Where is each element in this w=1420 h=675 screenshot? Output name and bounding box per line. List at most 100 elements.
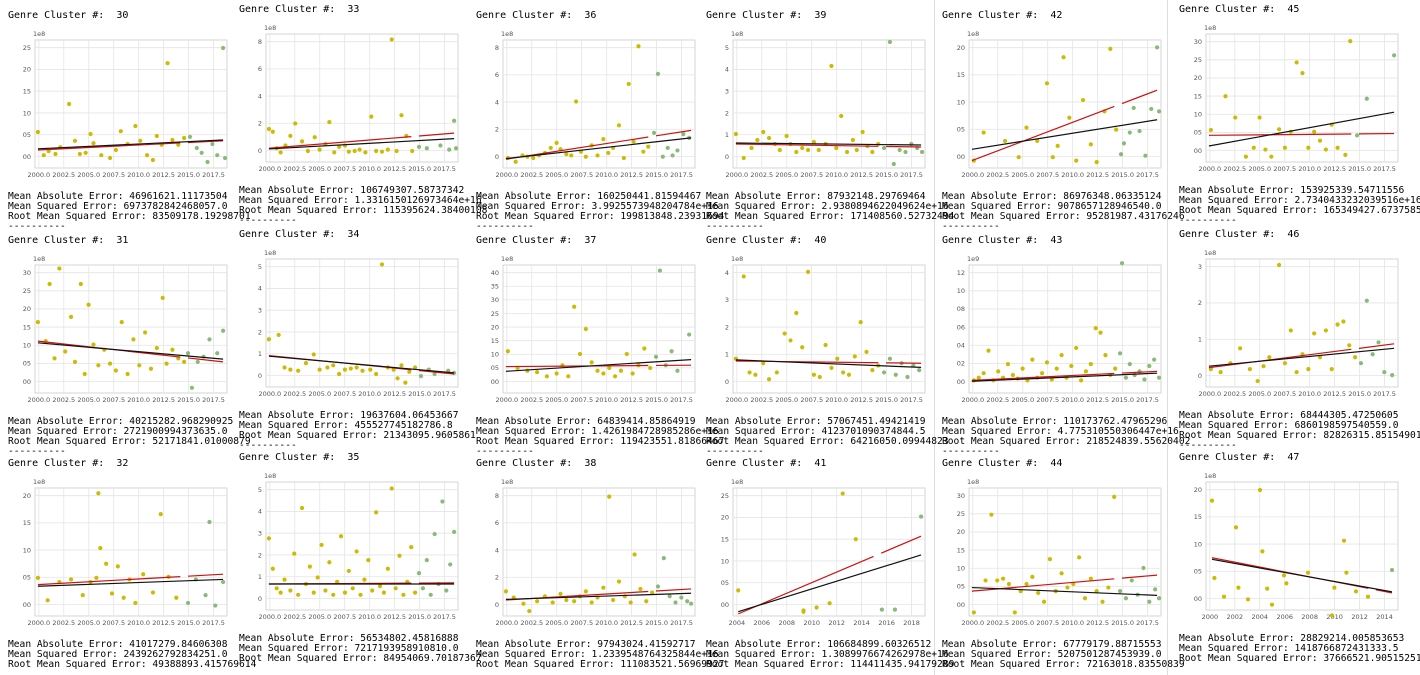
- data-point: [505, 349, 510, 354]
- data-point: [299, 139, 305, 144]
- column-separator: [934, 0, 935, 675]
- scale-label: 1e8: [1204, 24, 1216, 32]
- metrics-block: Mean Absolute Error: 28829214.005853653 M…: [1179, 634, 1420, 664]
- data-point: [1223, 94, 1228, 99]
- data-point: [78, 281, 83, 287]
- data-point: [1127, 362, 1132, 367]
- rmse-line: Root Mean Squared Error: 114411435.94179…: [706, 659, 955, 670]
- data-point: [1282, 361, 1288, 366]
- data-point: [892, 607, 898, 612]
- y-tick-label: 0: [725, 153, 729, 161]
- data-point: [1010, 372, 1015, 378]
- data-point: [113, 147, 118, 153]
- data-point: [736, 588, 741, 593]
- x-tick-label: 2005.0: [775, 396, 798, 404]
- data-point: [1347, 343, 1352, 348]
- cluster-label-prefix: Genre Cluster #:: [1179, 452, 1276, 463]
- x-tick-label: 2004: [1251, 613, 1268, 621]
- cluster-number: 34: [335, 229, 360, 240]
- data-point: [583, 589, 588, 594]
- data-point: [1255, 378, 1260, 384]
- x-tick-label: 2015.0: [1348, 390, 1371, 398]
- cluster-label: Genre Cluster #: 38: [476, 458, 596, 469]
- mae-line: Mean Absolute Error: 57067451.49421419: [706, 416, 926, 427]
- data-point: [194, 145, 199, 151]
- data-point: [96, 491, 101, 496]
- mse-line: Mean Squared Error: 455527745182786.8: [239, 420, 453, 431]
- data-point: [332, 150, 337, 155]
- red-fit-line-test: [885, 145, 922, 148]
- data-point: [150, 590, 156, 595]
- y-tick-label: 15: [1194, 513, 1202, 521]
- data-point: [352, 148, 357, 154]
- data-point: [266, 536, 272, 541]
- data-point: [35, 575, 41, 580]
- y-tick-label: 6: [495, 519, 499, 527]
- data-point: [288, 367, 293, 372]
- metrics-block: Mean Absolute Error: 87932148.29769464 Me…: [706, 192, 954, 232]
- cluster-label: Genre Cluster #: 32: [8, 458, 128, 469]
- data-point: [125, 371, 130, 377]
- data-point: [531, 155, 536, 161]
- y-tick-label: 10: [1194, 111, 1202, 119]
- data-point: [46, 149, 51, 154]
- mse-line: Mean Squared Error: 1.4261984728985286e+…: [476, 426, 719, 437]
- y-tick-label: 1: [725, 351, 729, 359]
- data-point: [527, 608, 532, 614]
- cluster-label-prefix: Genre Cluster #:: [239, 452, 336, 463]
- data-point: [418, 374, 424, 379]
- x-tick-label: 2010.0: [825, 171, 848, 179]
- data-point: [1055, 143, 1060, 148]
- y-tick-label: 05: [957, 583, 965, 591]
- data-point: [1353, 355, 1358, 360]
- data-point: [1077, 555, 1082, 560]
- rmse-line: Root Mean Squared Error: 82826315.851549…: [1179, 430, 1420, 441]
- data-point: [80, 593, 85, 598]
- data-point: [1343, 152, 1348, 157]
- black-fit-line: [505, 137, 692, 160]
- mae-line: Mean Absolute Error: 56534802.45816888: [239, 633, 459, 644]
- red-fit-line-train: [37, 142, 181, 151]
- x-tick-label: 2005.0: [545, 619, 568, 627]
- data-point: [1312, 129, 1317, 134]
- cluster-label-prefix: Genre Cluster #:: [942, 458, 1039, 469]
- y-tick-label: 10: [23, 109, 31, 117]
- x-tick-label: 2002.5: [283, 165, 306, 173]
- metrics-block: Mean Absolute Error: 68444305.47250605 Me…: [1179, 411, 1420, 451]
- y-tick-label: 00: [23, 153, 31, 161]
- y-tick-label: 2: [258, 551, 262, 559]
- data-point: [1088, 362, 1093, 367]
- y-tick-label: 30: [491, 296, 499, 304]
- data-point: [154, 345, 159, 351]
- x-tick-label: 2010.0: [1061, 396, 1084, 404]
- separator-line: ----------: [8, 446, 66, 457]
- mae-line: Mean Absolute Error: 67779179.88715553: [942, 639, 1162, 650]
- data-point: [673, 600, 678, 605]
- data-point: [1153, 587, 1158, 592]
- red-fit-line-test: [1121, 574, 1158, 579]
- data-point: [667, 594, 672, 599]
- data-point: [897, 147, 902, 153]
- x-tick-label: 2000.0: [27, 171, 50, 179]
- y-tick-label: 25: [491, 310, 499, 318]
- rmse-line: Root Mean Squared Error: 49388893.415769…: [8, 659, 257, 670]
- cluster-number: 42: [1038, 10, 1063, 21]
- x-tick-label: 2005.0: [77, 171, 100, 179]
- red-fit-line-train: [735, 143, 879, 147]
- data-point: [595, 368, 600, 373]
- cluster-label-prefix: Genre Cluster #:: [8, 458, 105, 469]
- data-point: [379, 149, 385, 154]
- red-fit-line-test: [655, 588, 692, 592]
- data-point: [174, 595, 179, 600]
- data-point: [1341, 319, 1346, 324]
- y-tick-label: 6: [258, 65, 262, 73]
- data-point: [370, 588, 375, 593]
- scale-label: 1e8: [731, 478, 743, 486]
- mse-line: Mean Squared Error: 2721900994373635.0: [8, 426, 228, 437]
- data-point: [311, 590, 316, 595]
- black-fit-line: [971, 119, 1158, 150]
